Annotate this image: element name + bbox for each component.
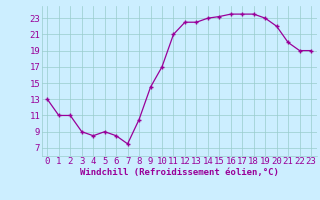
X-axis label: Windchill (Refroidissement éolien,°C): Windchill (Refroidissement éolien,°C) bbox=[80, 168, 279, 177]
